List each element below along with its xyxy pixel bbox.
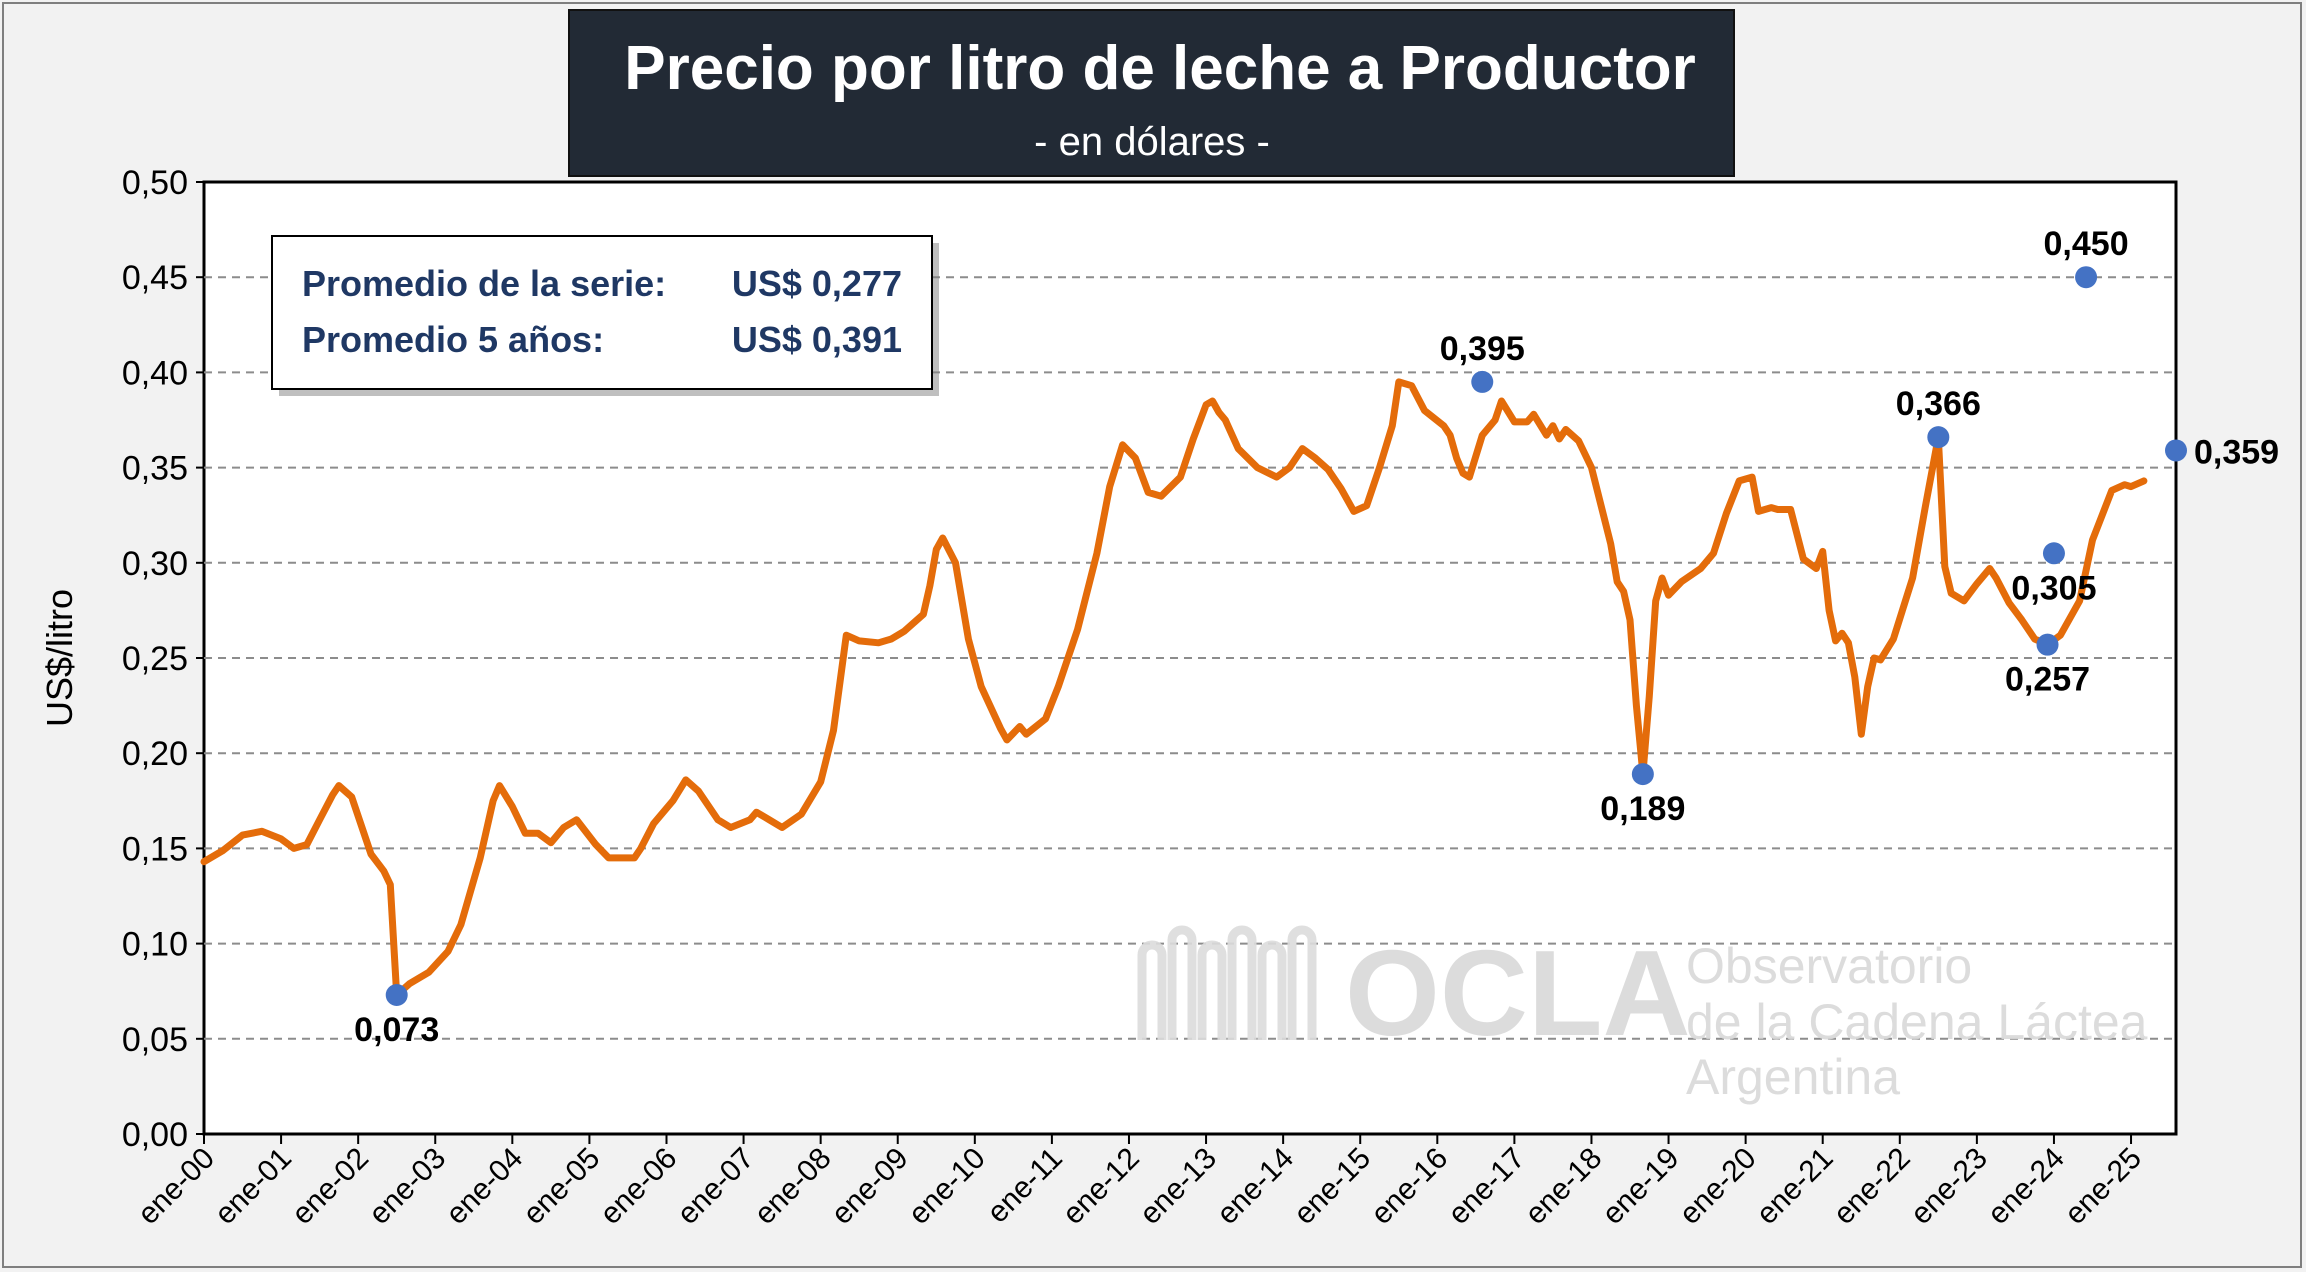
x-tick-label: ene-02: [286, 1142, 375, 1231]
x-tick-label: ene-23: [1904, 1142, 1993, 1231]
data-label: 0,189: [1600, 790, 1685, 828]
y-tick-label: 0,40: [122, 354, 188, 392]
watermark-line2: de la Cadena Láctea: [1686, 994, 2148, 1050]
x-tick-label: ene-13: [1134, 1142, 1223, 1231]
x-tick-label: ene-14: [1211, 1142, 1300, 1231]
y-tick-label: 0,45: [122, 259, 188, 297]
x-tick-label: ene-18: [1519, 1142, 1608, 1231]
watermark-line3: Argentina: [1686, 1049, 1900, 1105]
data-point-marker: [1631, 763, 1654, 786]
x-tick-label: ene-08: [748, 1142, 837, 1231]
x-tick-label: ene-09: [825, 1142, 914, 1231]
y-tick-label: 0,00: [122, 1116, 188, 1154]
summary-row1-label: Promedio de la serie:: [302, 263, 666, 304]
y-tick-label: 0,50: [122, 164, 188, 202]
x-tick-label: ene-15: [1288, 1142, 1377, 1231]
y-tick-labels: 0,00 0,05 0,10 0,15 0,20 0,25 0,30 0,35 0,40 0,45…: [122, 164, 188, 1154]
ocla-logo-icon: [1137, 925, 1317, 1040]
summary-box: [271, 235, 933, 390]
chart-subtitle: - en dólares -: [1034, 120, 1270, 164]
x-tick-labels: ene-00ene-01ene-02ene-03ene-04ene-05ene-…: [132, 1134, 2148, 1231]
y-tick-label: 0,15: [122, 830, 188, 868]
series-line: [200, 378, 2148, 999]
data-point-marker: [2042, 542, 2065, 565]
title-box: [568, 9, 1735, 177]
watermark-logo-text: OCLA: [1345, 925, 1691, 1061]
x-tick-label: ene-16: [1365, 1142, 1454, 1231]
x-tick-label: ene-22: [1827, 1142, 1916, 1231]
x-tick-label: ene-07: [671, 1142, 760, 1231]
y-tick-label: 0,30: [122, 545, 188, 583]
x-tick-label: ene-05: [517, 1142, 606, 1231]
data-label: 0,073: [354, 1011, 439, 1049]
data-label: 0,305: [2011, 569, 2096, 607]
y-axis-label: US$/litro: [39, 589, 80, 727]
x-tick-label: ene-19: [1596, 1142, 1685, 1231]
y-tick-label: 0,10: [122, 926, 188, 964]
data-point-marker: [2075, 266, 2098, 289]
summary-row2-label: Promedio 5 años:: [302, 319, 604, 360]
summary-row2-value: US$ 0,391: [732, 319, 902, 360]
data-label: 0,450: [2044, 225, 2129, 263]
ocla-watermark: OCLA Observatorio de la Cadena Láctea Ar…: [1137, 925, 2148, 1105]
data-label: 0,395: [1440, 330, 1525, 368]
x-tick-label: ene-24: [1982, 1142, 2071, 1231]
data-label: 0,359: [2194, 433, 2279, 471]
x-tick-label: ene-00: [132, 1142, 221, 1231]
series-layer: [200, 378, 2148, 999]
y-tick-label: 0,35: [122, 450, 188, 488]
annotation-layer: 0,073 0,189 0,395 0,366 0,257 0,305 0,450 0,359: [354, 225, 2279, 1049]
y-tick-label: 0,20: [122, 735, 188, 773]
x-tick-label: ene-01: [209, 1142, 298, 1231]
data-label: 0,257: [2005, 661, 2090, 699]
y-tick-label: 0,25: [122, 640, 188, 678]
x-tick-label: ene-20: [1673, 1142, 1762, 1231]
x-tick-label: ene-11: [981, 1142, 1069, 1230]
chart-title: Precio por litro de leche a Productor: [624, 34, 1695, 103]
x-tick-label: ene-12: [1057, 1142, 1146, 1231]
x-tick-label: ene-04: [440, 1142, 529, 1231]
data-point-marker: [2165, 439, 2187, 462]
watermark-line1: Observatorio: [1686, 938, 1972, 994]
y-tick-label: 0,05: [122, 1021, 188, 1059]
x-tick-label: ene-25: [2059, 1142, 2148, 1231]
data-point-marker: [1471, 370, 1494, 393]
x-tick-label: ene-17: [1442, 1142, 1531, 1231]
summary-row1-value: US$ 0,277: [732, 263, 902, 304]
data-label: 0,366: [1896, 385, 1981, 423]
x-tick-label: ene-03: [363, 1142, 452, 1231]
data-point-marker: [385, 984, 408, 1007]
x-tick-label: ene-21: [1750, 1142, 1839, 1231]
data-point-marker: [1927, 426, 1950, 449]
x-tick-label: ene-06: [594, 1142, 683, 1231]
data-point-marker: [2036, 633, 2059, 656]
x-tick-label: ene-10: [902, 1142, 991, 1231]
